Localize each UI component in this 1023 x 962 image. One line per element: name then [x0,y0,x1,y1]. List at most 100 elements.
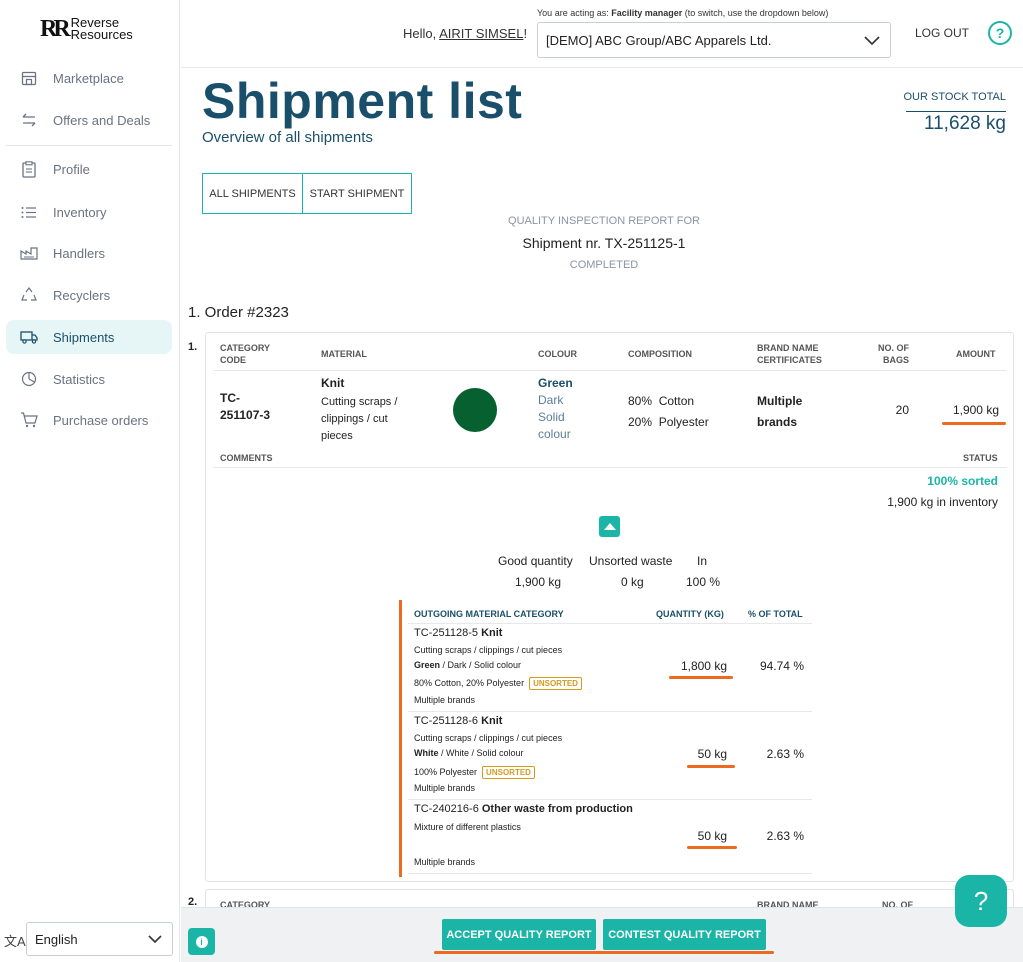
outgoing-composition-value: 80% Cotton, 20% Polyester [414,677,525,688]
outgoing-pct: 2.63 % [766,829,804,843]
unsorted-waste-label: Unsorted waste [589,554,673,568]
highlight-underline [687,765,735,768]
logo[interactable]: RR Reverse Resources [40,16,133,41]
sidebar-item-statistics[interactable]: Statistics [6,362,172,396]
organization-select[interactable]: [DEMO] ABC Group/ABC Apparels Ltd. [537,22,891,58]
colour-name: Green [538,376,573,390]
translate-icon: 文A [4,934,26,949]
row-divider [408,873,812,874]
item-number: 2. [188,896,198,908]
in-label: In [697,554,708,568]
outgoing-colour: Green / Dark / Solid colour [414,660,521,670]
sidebar-item-handlers[interactable]: Handlers [6,236,172,270]
colour-type: colour [538,427,571,441]
row-divider [408,623,812,624]
outgoing-code-value: TC-251128-5 [414,627,482,639]
outgoing-colour-name: Green [414,660,441,670]
composition-fiber: Cotton [658,394,695,408]
order-item-card [205,332,1014,882]
outgoing-brand: Multiple brands [414,783,476,793]
order-heading: 1. Order #2323 [188,304,289,321]
outgoing-brand: Multiple brands [414,695,476,705]
outgoing-material-name: Knit [481,715,503,727]
amount-value: 1,900 kg [952,403,999,417]
cart-icon [20,411,38,429]
highlight-underline [669,676,733,679]
store-icon [20,69,38,87]
outgoing-colour-rest: / Dark / Solid colour [440,660,522,670]
accept-quality-report-button[interactable]: ACCEPT QUALITY REPORT [442,919,596,950]
outgoing-colour: White / White / Solid colour [414,748,524,758]
composition-pct: 20% [628,415,653,429]
outgoing-qty: 50 kg [697,829,727,843]
sidebar-item-inventory[interactable]: Inventory [6,195,172,229]
page-subtitle: Overview of all shipments [202,129,373,146]
stock-total-value: 11,628 kg [906,111,1006,135]
chevron-down-icon [864,35,880,45]
collapse-button[interactable] [599,516,620,537]
sidebar-item-marketplace[interactable]: Marketplace [6,61,172,95]
sidebar-item-label: Purchase orders [53,412,149,428]
report-title: QUALITY INSPECTION REPORT FOR [508,215,700,227]
sidebar-item-offers[interactable]: Offers and Deals [6,103,172,137]
sidebar-item-label: Marketplace [53,70,124,86]
outgoing-composition: 80% Cotton, 20% Polyester UNSORTED [414,677,582,690]
colour-shade: Dark [538,393,564,407]
help-icon[interactable]: ? [988,21,1012,45]
acting-role: Facility manager [611,8,683,18]
greeting-prefix: Hello, [403,26,440,41]
header-colour: COLOUR [538,349,577,359]
good-quantity-value: 1,900 kg [515,575,562,589]
sidebar-divider [6,145,172,146]
user-name-link[interactable]: AIRIT SIMSEL [439,26,524,41]
bags-count: 20 [895,403,909,417]
colour-type: Solid [538,410,565,424]
swap-arrows-icon [20,111,38,129]
colour-details: Green Dark Solid colour [538,375,573,443]
header-percent-total: % OF TOTAL [748,609,803,619]
status-inventory: 1,900 kg in inventory [887,495,998,509]
outgoing-code: TC-251128-5 Knit [414,627,502,639]
row-divider [408,711,812,712]
sidebar-item-recyclers[interactable]: Recyclers [6,278,172,312]
tab-all-shipments[interactable]: ALL SHIPMENTS [202,173,303,214]
outgoing-code: TC-240216-6 Other waste from production [414,803,633,815]
tab-start-shipment[interactable]: START SHIPMENT [302,173,412,214]
unsorted-badge: UNSORTED [529,677,582,690]
composition: 80% Cotton 20% Polyester [628,391,709,433]
sidebar-item-label: Shipments [53,329,115,345]
item-number: 1. [188,341,198,353]
outgoing-colour-rest: / White / Solid colour [438,748,524,758]
good-quantity-label: Good quantity [498,554,573,568]
header-comments: COMMENTS [220,453,273,463]
outgoing-code-value: TC-251128-6 [414,715,482,727]
highlight-underline [434,951,774,954]
header-amount: AMOUNT [956,349,996,359]
colour-swatch [453,388,497,432]
sidebar-item-purchase-orders[interactable]: Purchase orders [6,403,172,437]
contest-quality-report-button[interactable]: CONTEST QUALITY REPORT [603,919,766,950]
sidebar-item-label: Profile [53,161,90,177]
status-sorted: 100% sorted [927,474,998,488]
info-button[interactable]: i [188,928,215,955]
composition-pct: 80% [628,394,653,408]
order-item-card [205,889,1014,919]
acting-prefix: You are acting as: [537,8,612,18]
brand-line: Multiple [757,394,803,408]
greeting: Hello, AIRIT SIMSEL! [403,26,527,41]
help-chat-button[interactable]: ? [955,875,1007,927]
code-line2: 251107-3 [220,408,271,422]
sidebar-item-profile[interactable]: Profile [6,152,172,186]
stock-total-label: OUR STOCK TOTAL [903,91,1007,103]
brand-line: brands [757,415,798,429]
header-divider [181,67,1023,68]
outgoing-brand: Multiple brands [414,857,476,867]
acting-suffix: (to switch, use the dropdown below) [682,8,829,18]
outgoing-desc: Cutting scraps / clippings / cut pieces [414,733,563,743]
greeting-suffix: ! [523,26,528,41]
brand-name: Multiple brands [757,391,802,433]
language-select[interactable]: English [26,922,173,956]
logout-link[interactable]: LOG OUT [915,26,970,40]
report-status: COMPLETED [569,259,639,271]
sidebar-item-shipments[interactable]: Shipments [6,320,172,354]
